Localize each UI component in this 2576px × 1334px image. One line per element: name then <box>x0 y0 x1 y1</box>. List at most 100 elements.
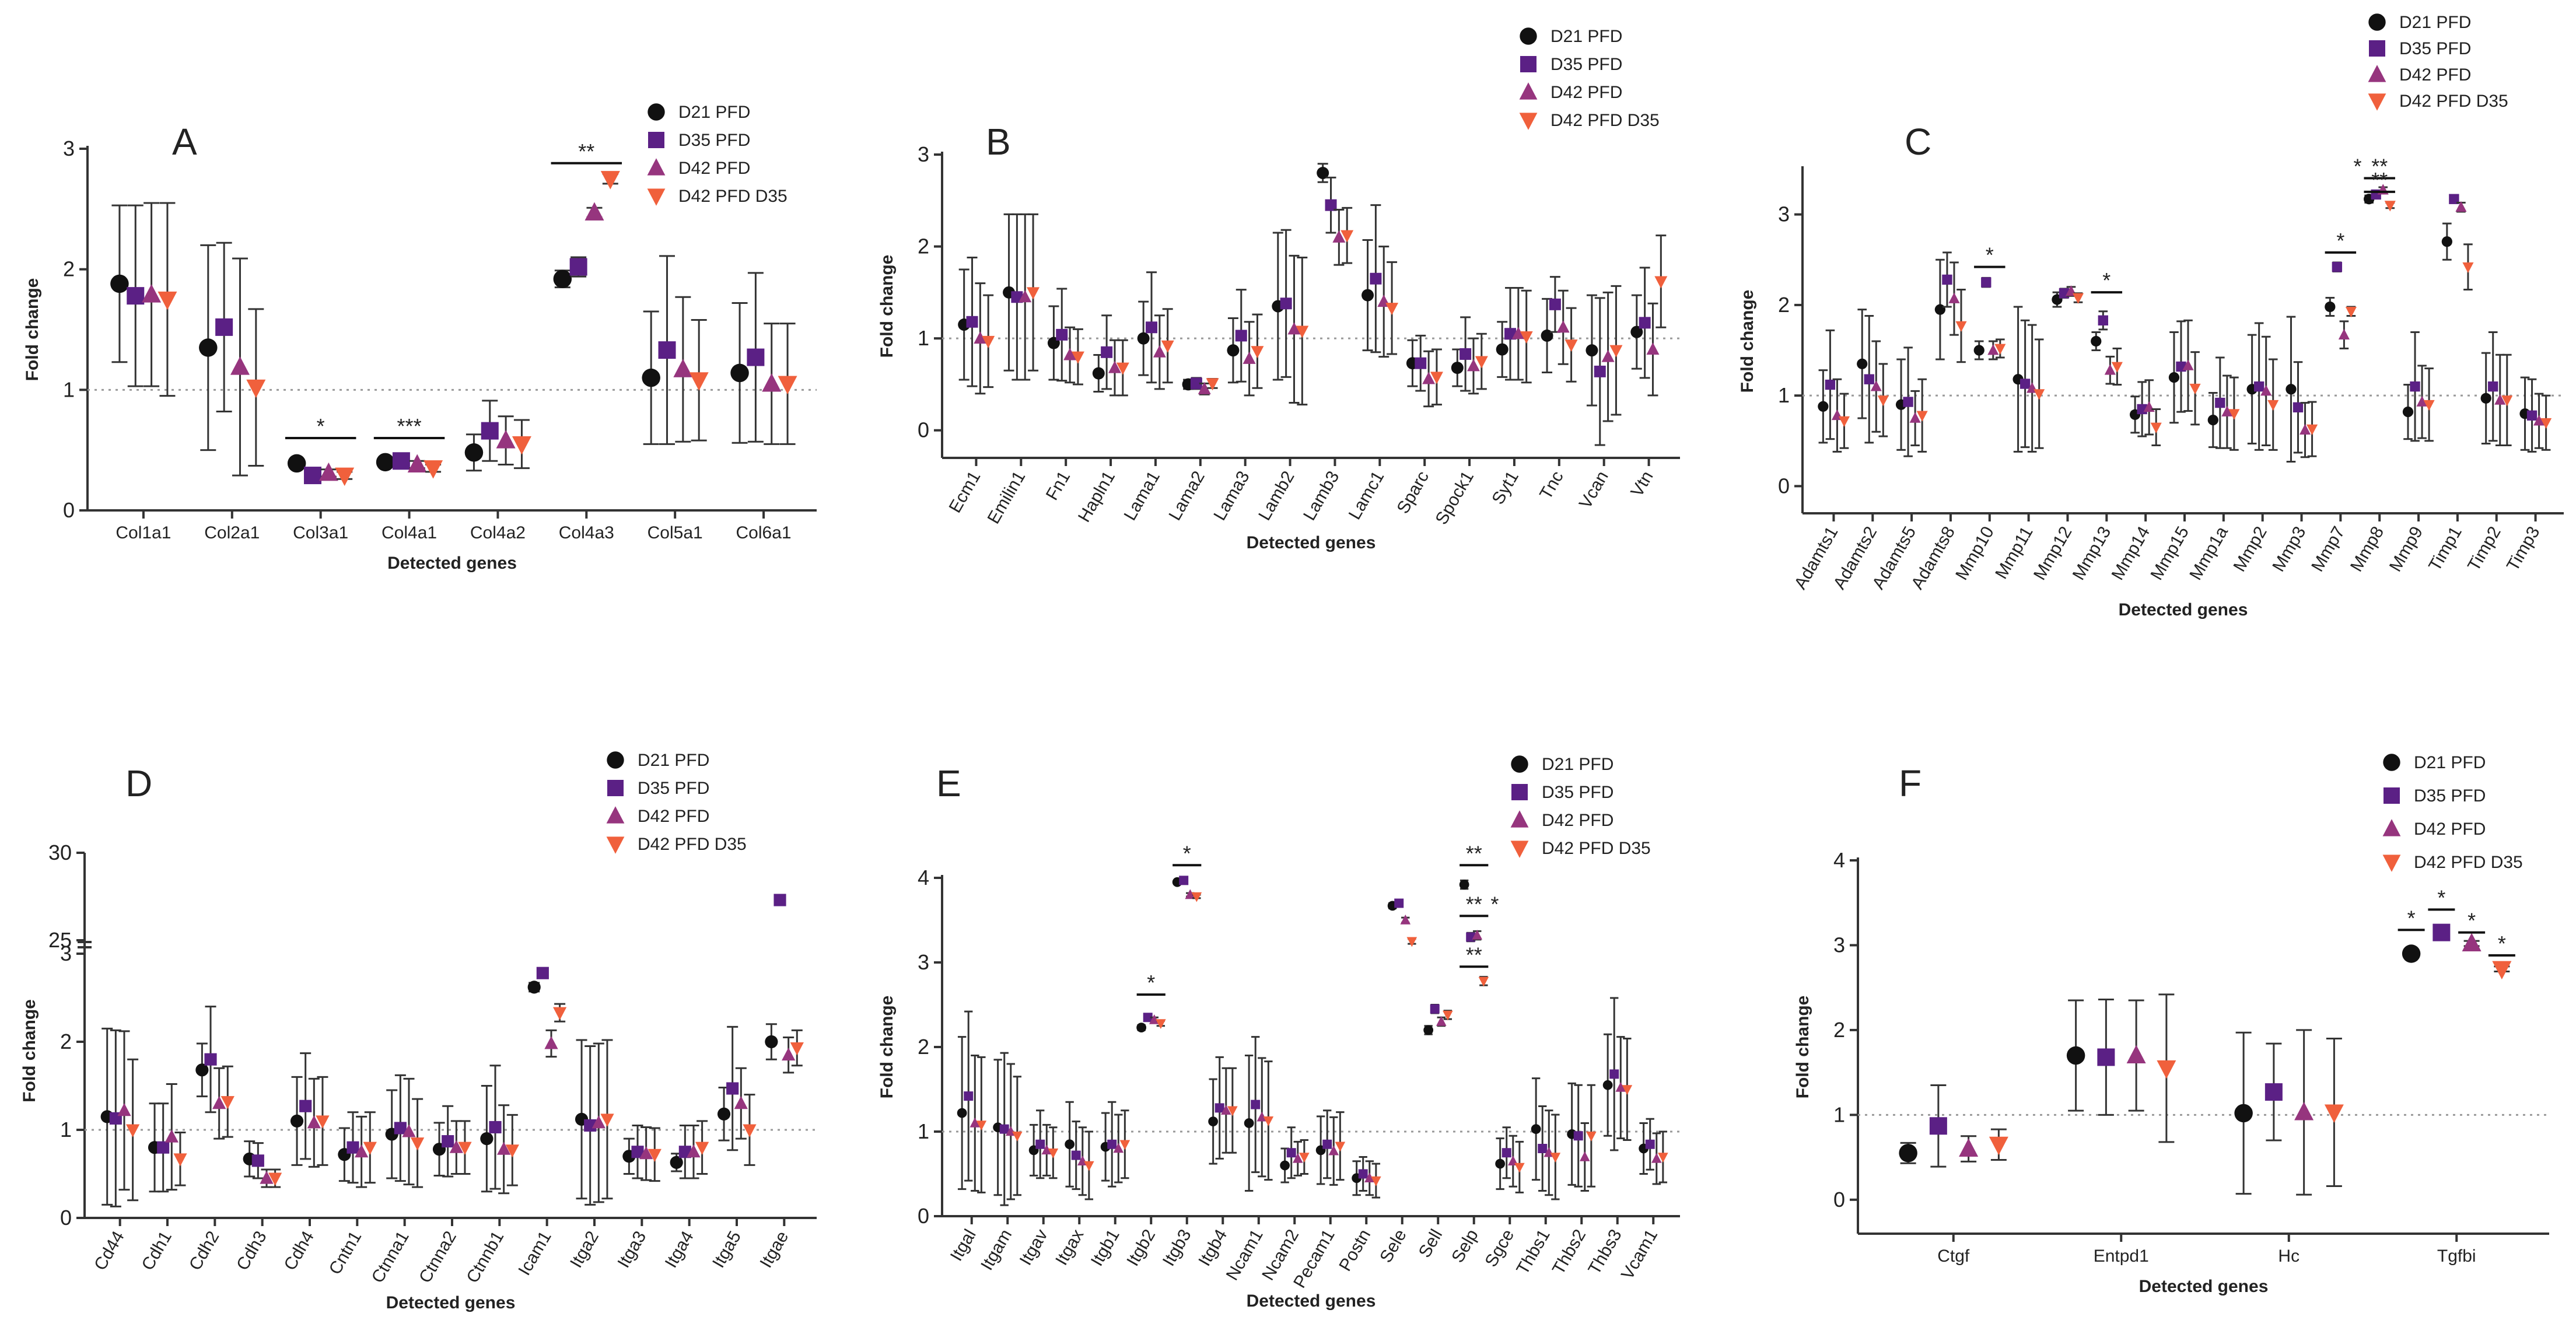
data-point <box>1877 395 1889 407</box>
x-tick-label: Timp1 <box>2425 523 2466 575</box>
legend-label: D42 PFD <box>2399 65 2471 85</box>
panel-letter: C <box>1905 121 1931 163</box>
x-tick-label: Itga5 <box>709 1228 745 1271</box>
data-point <box>173 1153 187 1167</box>
x-tick-label: Col4a3 <box>559 523 614 542</box>
circle-icon <box>2368 13 2386 31</box>
data-point <box>287 454 306 473</box>
data-point <box>2267 400 2279 411</box>
data-point <box>966 316 978 328</box>
data-point <box>335 467 355 486</box>
data-point <box>1370 272 1382 285</box>
y-axis-title: Fold change <box>20 999 39 1102</box>
panel-a: A 0 1 2 3 Fold change Col1a1 Col2a1 Col3a1 Col4a1… <box>23 103 817 573</box>
data-point <box>1909 412 1921 423</box>
data-point <box>1989 1136 2008 1156</box>
data-point <box>1371 1176 1381 1186</box>
data-point <box>2299 423 2311 435</box>
data-point <box>496 430 516 449</box>
significance-label: ** <box>1466 943 1482 967</box>
legend-label: D42 PFD D35 <box>638 835 747 854</box>
data-point <box>1198 381 1211 394</box>
x-tick-label: Col1a1 <box>116 523 171 542</box>
triangle-up-icon <box>2368 65 2386 82</box>
data-point <box>1227 1106 1238 1116</box>
x-tick-label: Lama1 <box>1121 468 1164 524</box>
data-point <box>1041 1144 1052 1155</box>
x-tick-label: Vtn <box>1628 468 1657 500</box>
x-tick-label: Col5a1 <box>648 523 703 542</box>
x-tick-label: Mmp8 <box>2347 523 2388 575</box>
x-tick-label: Thbs2 <box>1549 1226 1590 1278</box>
data-point <box>1325 199 1337 211</box>
data-point <box>1191 892 1202 902</box>
x-tick-label: Itgal <box>947 1226 980 1265</box>
data-point <box>2091 335 2102 347</box>
data-point <box>964 1091 974 1101</box>
data-point <box>1594 365 1606 377</box>
data-point <box>2540 418 2552 429</box>
data-point <box>1981 277 1992 288</box>
x-tick-label: Thbs1 <box>1513 1226 1554 1278</box>
data-point <box>1929 1117 1947 1135</box>
triangle-up-icon <box>1519 82 1538 100</box>
data-point <box>2292 402 2304 413</box>
x-tick-label: Sell <box>1415 1226 1447 1261</box>
data-point <box>392 452 410 470</box>
legend-label: D35 PFD <box>2414 786 2486 806</box>
data-point <box>1071 1150 1081 1160</box>
y-tick-label: 0 <box>918 418 929 442</box>
data-point <box>1048 1149 1059 1158</box>
data-point <box>346 1141 359 1154</box>
data-point <box>1220 1105 1231 1115</box>
panel-letter: D <box>125 762 152 804</box>
x-tick-label: Mmp3 <box>2269 523 2309 575</box>
data-point <box>1857 358 1868 369</box>
data-point <box>747 348 765 366</box>
data-point <box>2494 394 2506 405</box>
data-point <box>1451 362 1464 374</box>
data-point <box>355 1144 369 1158</box>
legend-label: D21 PFD <box>2414 753 2486 772</box>
data-point <box>260 1171 274 1184</box>
significance-label: * <box>2102 268 2110 292</box>
x-tick-label: Fn1 <box>1042 468 1074 503</box>
data-point <box>1358 1169 1368 1179</box>
data-point <box>1332 230 1346 243</box>
data-point <box>2306 424 2318 436</box>
x-tick-label: Tgfbi <box>2437 1247 2476 1266</box>
legend-label: D35 PFD <box>1542 783 1614 802</box>
data-point <box>2441 236 2452 247</box>
y-tick-label: 0 <box>1778 474 1790 498</box>
data-point <box>2228 409 2240 420</box>
legend-label: D35 PFD <box>638 779 709 798</box>
data-point <box>1472 930 1483 940</box>
data-point <box>648 1149 662 1162</box>
data-point <box>1012 1132 1023 1142</box>
data-point <box>1280 297 1292 310</box>
x-tick-label: Ctnna2 <box>415 1228 460 1286</box>
data-point <box>363 1142 377 1155</box>
legend-label: D42 PFD D35 <box>1550 111 1660 130</box>
data-point <box>1639 317 1651 329</box>
data-point <box>1116 362 1129 375</box>
x-tick-label: Col4a1 <box>382 523 437 542</box>
data-point <box>695 1142 709 1155</box>
data-point <box>158 291 177 310</box>
x-tick-label: Mmp9 <box>2386 523 2427 575</box>
data-point <box>220 1096 235 1109</box>
data-point <box>1586 344 1598 357</box>
data-point <box>2402 406 2414 418</box>
data-point <box>1502 1148 1511 1158</box>
legend-label: D42 PFD <box>678 159 750 178</box>
circle-icon <box>1520 27 1537 45</box>
y-tick-label: 2 <box>63 257 75 281</box>
data-point <box>1251 1100 1261 1109</box>
circle-icon <box>607 751 624 769</box>
data-point <box>299 1100 312 1112</box>
data-point <box>246 379 266 398</box>
data-point <box>2157 1060 2176 1079</box>
data-point <box>1161 340 1174 353</box>
data-point <box>639 1146 653 1160</box>
data-point <box>726 1082 739 1095</box>
